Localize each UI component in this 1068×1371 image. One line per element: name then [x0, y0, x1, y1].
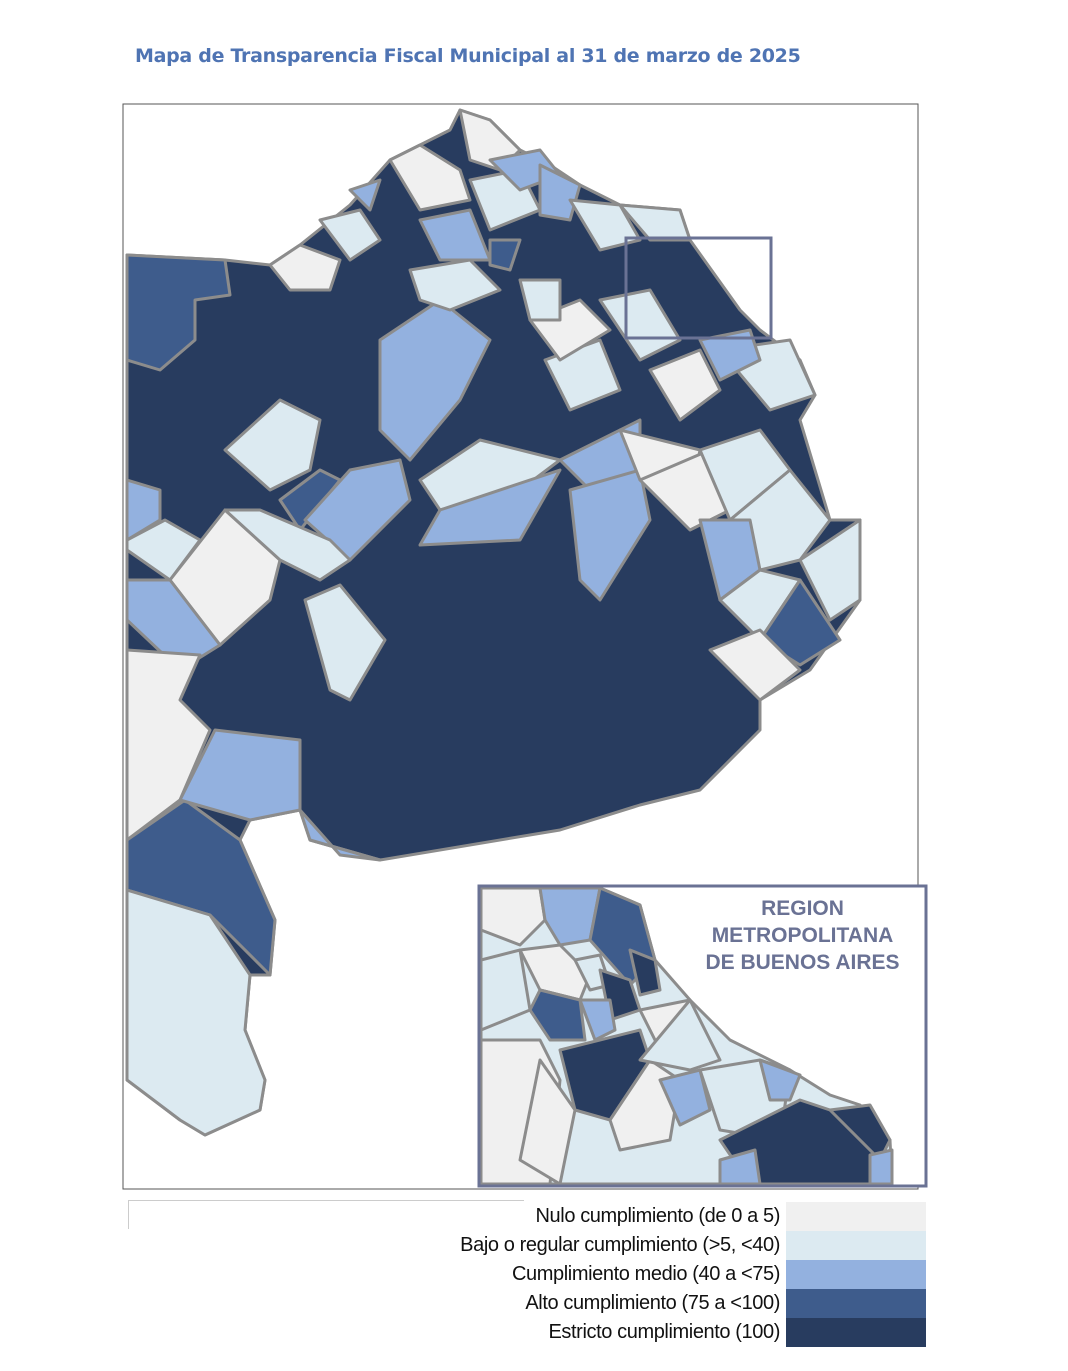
legend-label: Cumplimiento medio (40 a <75)	[512, 1263, 780, 1285]
inset-frame	[477, 884, 928, 1188]
municipality	[518, 278, 562, 322]
inset-label-line: DE BUENOS AIRES	[705, 951, 900, 974]
municipality	[223, 508, 352, 582]
metro-municipality	[718, 1148, 762, 1186]
municipality	[348, 178, 382, 212]
legend-label: Nulo cumplimiento (de 0 a 5)	[535, 1205, 781, 1227]
metro-municipality	[518, 943, 592, 1002]
municipality	[708, 628, 802, 702]
municipality	[125, 253, 232, 372]
legend-swatch	[786, 1231, 926, 1260]
municipality	[618, 203, 692, 242]
municipality	[125, 888, 267, 1137]
legend-swatch	[786, 1289, 926, 1318]
map-frame	[122, 103, 919, 1190]
municipality	[388, 143, 472, 212]
legend-divider	[128, 1200, 524, 1229]
municipality	[318, 208, 382, 262]
legend-swatch	[786, 1202, 926, 1231]
metro-municipality	[638, 998, 722, 1072]
municipality	[648, 348, 722, 422]
legend-label: Alto cumplimiento (75 a <100)	[525, 1292, 780, 1314]
legend-label: Bajo o regular cumplimiento (>5, <40)	[460, 1234, 780, 1256]
inset-label: REGION METROPOLITANA DE BUENOS AIRES	[700, 895, 905, 976]
municipality	[418, 438, 562, 512]
municipality	[568, 468, 652, 602]
municipality	[125, 478, 162, 542]
metro-municipality	[758, 1058, 802, 1102]
municipality	[268, 243, 342, 292]
metro-municipality	[868, 1148, 894, 1186]
legend-item-alto: Alto cumplimiento (75 a <100)	[128, 1289, 926, 1318]
legend-item-estricto: Estricto cumplimiento (100)	[128, 1318, 926, 1347]
legend: Nulo cumplimiento (de 0 a 5) Bajo o regu…	[128, 1202, 926, 1347]
municipality	[488, 238, 522, 272]
metro-municipality	[528, 988, 587, 1042]
metro-inset-map	[477, 884, 928, 1188]
legend-item-bajo: Bajo o regular cumplimiento (>5, <40)	[128, 1231, 926, 1260]
metro-municipality	[518, 1058, 577, 1186]
metro-municipality	[658, 1068, 712, 1127]
municipality	[798, 518, 862, 622]
metro-municipality	[538, 886, 602, 947]
legend-item-nulo: Nulo cumplimiento (de 0 a 5)	[128, 1202, 926, 1231]
metro-municipality	[628, 948, 662, 997]
metro-municipality	[479, 948, 532, 1032]
metro-highlight-box	[624, 236, 773, 340]
legend-label: Estricto cumplimiento (100)	[548, 1321, 780, 1343]
metro-municipality	[578, 998, 617, 1042]
municipality	[223, 398, 322, 492]
municipality	[303, 583, 387, 702]
municipality	[418, 468, 562, 547]
legend-swatch	[786, 1260, 926, 1289]
municipality	[598, 288, 682, 362]
metro-municipality	[479, 886, 547, 947]
municipality	[408, 258, 502, 312]
municipality	[568, 198, 642, 252]
inset-label-line: REGION	[761, 897, 844, 920]
municipality	[298, 808, 382, 862]
legend-swatch	[786, 1318, 926, 1347]
metro-municipality	[828, 1103, 892, 1162]
legend-item-medio: Cumplimiento medio (40 a <75)	[128, 1260, 926, 1289]
map-title: Mapa de Transparencia Fiscal Municipal a…	[135, 45, 801, 67]
municipality	[178, 728, 302, 822]
municipality	[538, 163, 582, 222]
inset-label-line: METROPOLITANA	[711, 924, 894, 947]
municipality	[698, 328, 762, 382]
